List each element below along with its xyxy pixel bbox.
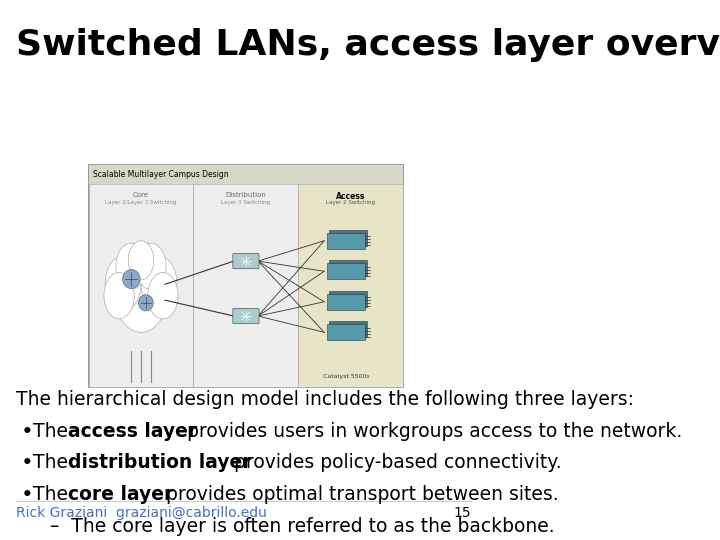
Text: Layer 2/Layer 3 Switching: Layer 2/Layer 3 Switching xyxy=(105,200,176,205)
FancyBboxPatch shape xyxy=(329,260,366,276)
FancyBboxPatch shape xyxy=(233,253,259,269)
FancyBboxPatch shape xyxy=(329,321,366,337)
FancyBboxPatch shape xyxy=(329,291,366,307)
Text: 15: 15 xyxy=(454,506,471,520)
Ellipse shape xyxy=(105,256,141,311)
FancyBboxPatch shape xyxy=(89,165,403,387)
Text: Layer 3 Switching: Layer 3 Switching xyxy=(222,200,271,205)
Text: The: The xyxy=(33,454,74,472)
Text: Scalable Multilayer Campus Design: Scalable Multilayer Campus Design xyxy=(94,170,229,179)
Text: The: The xyxy=(33,422,74,441)
FancyBboxPatch shape xyxy=(194,184,298,387)
Text: core layer: core layer xyxy=(68,485,174,504)
Ellipse shape xyxy=(116,243,146,289)
Text: •: • xyxy=(21,485,34,505)
Text: access layer: access layer xyxy=(68,422,198,441)
FancyBboxPatch shape xyxy=(89,184,194,387)
FancyBboxPatch shape xyxy=(328,325,364,340)
Text: •: • xyxy=(21,422,34,442)
FancyBboxPatch shape xyxy=(298,184,403,387)
Text: The hierarchical design model includes the following three layers:: The hierarchical design model includes t… xyxy=(16,390,634,409)
Text: Rick Graziani  graziani@cabrillo.edu: Rick Graziani graziani@cabrillo.edu xyxy=(16,506,267,520)
Text: Catalyst 5500s: Catalyst 5500s xyxy=(323,374,369,380)
Text: •: • xyxy=(21,454,34,474)
FancyBboxPatch shape xyxy=(328,264,364,279)
Text: provides optimal transport between sites.: provides optimal transport between sites… xyxy=(160,485,559,504)
FancyBboxPatch shape xyxy=(89,165,403,184)
Text: Switched LANs, access layer overview: Switched LANs, access layer overview xyxy=(16,28,720,62)
Text: The: The xyxy=(33,485,74,504)
FancyBboxPatch shape xyxy=(328,233,364,249)
Ellipse shape xyxy=(148,273,178,319)
Text: Access: Access xyxy=(336,192,366,201)
FancyBboxPatch shape xyxy=(328,294,364,310)
Text: Distribution: Distribution xyxy=(225,192,266,198)
FancyBboxPatch shape xyxy=(329,230,366,246)
Ellipse shape xyxy=(128,241,154,280)
Ellipse shape xyxy=(104,273,134,319)
Text: Core: Core xyxy=(133,192,149,198)
Text: distribution layer: distribution layer xyxy=(68,454,252,472)
Ellipse shape xyxy=(136,243,166,289)
Text: –  The core layer is often referred to as the backbone.: – The core layer is often referred to as… xyxy=(50,517,554,536)
Text: provides policy-based connectivity.: provides policy-based connectivity. xyxy=(228,454,562,472)
Ellipse shape xyxy=(113,247,169,332)
FancyBboxPatch shape xyxy=(233,308,259,323)
Text: Layer 2 Switching: Layer 2 Switching xyxy=(326,200,375,205)
Ellipse shape xyxy=(141,256,177,311)
Circle shape xyxy=(122,269,140,288)
Text: provides users in workgroups access to the network.: provides users in workgroups access to t… xyxy=(181,422,682,441)
Circle shape xyxy=(138,295,153,311)
